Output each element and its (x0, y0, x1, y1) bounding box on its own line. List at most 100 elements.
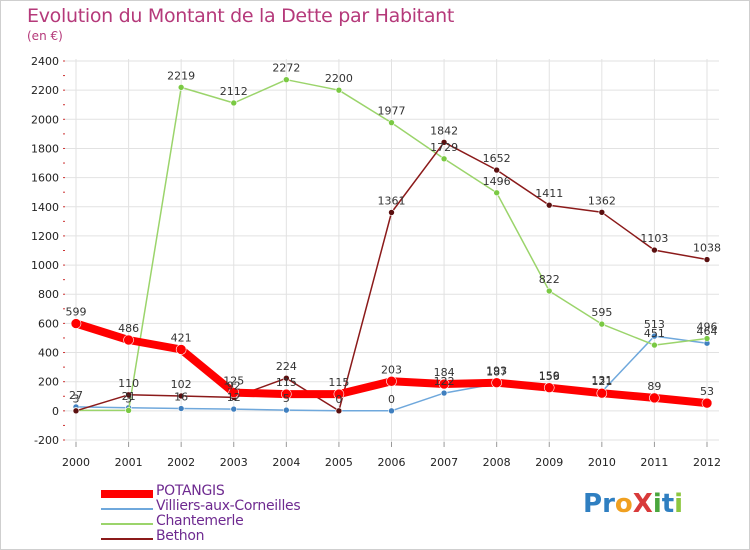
data-point (651, 332, 658, 340)
data-point (125, 391, 132, 399)
data-point (283, 76, 290, 83)
legend-swatch (101, 538, 153, 540)
data-label: 1361 (378, 194, 406, 207)
x-tick-label: 2004 (272, 456, 300, 469)
data-point (335, 86, 343, 94)
data-label: 115 (276, 376, 297, 389)
y-tick-label: 2200 (31, 84, 59, 97)
chart-unit: (en €) (27, 29, 63, 43)
data-label: 1652 (483, 152, 511, 165)
data-label: 1729 (430, 141, 458, 154)
data-label: 156 (539, 370, 560, 383)
data-point (72, 407, 80, 415)
data-point (230, 405, 238, 413)
data-label: 5 (283, 392, 290, 405)
data-point (335, 407, 343, 415)
data-point (388, 119, 395, 126)
y-tick-label: 400 (38, 347, 59, 360)
data-label: 1103 (640, 232, 668, 245)
data-label: 203 (381, 363, 402, 376)
data-label: 187 (486, 366, 507, 379)
y-tick-label: 1200 (31, 230, 59, 243)
data-label: 224 (276, 360, 297, 373)
data-label: 2112 (220, 85, 248, 98)
legend-swatch (101, 508, 153, 510)
data-label: 193 (486, 365, 507, 378)
data-point (543, 382, 555, 393)
data-label: 3 (125, 392, 132, 405)
data-point (701, 397, 713, 409)
data-point (651, 246, 658, 254)
data-label: 53 (700, 385, 714, 398)
logo-letter: r (602, 489, 615, 519)
y-tick-label: 1000 (31, 259, 59, 272)
data-point (598, 209, 606, 216)
data-point (651, 341, 658, 349)
legend-label: POTANGIS (156, 483, 225, 499)
data-label: 92 (227, 379, 241, 392)
data-label: 89 (647, 380, 661, 393)
logo-letter: t (661, 489, 675, 519)
legend-swatch (101, 523, 153, 525)
x-tick-label: 2003 (220, 456, 248, 469)
data-point (703, 256, 711, 263)
data-label: 184 (434, 366, 455, 379)
y-tick-label: 600 (38, 317, 59, 330)
data-label: 0 (335, 393, 342, 406)
proxiti-logo: ProXiti (583, 489, 683, 519)
data-label: 2219 (167, 69, 195, 82)
data-label: 21 (122, 390, 136, 403)
data-point (438, 378, 450, 390)
x-tick-label: 2008 (483, 456, 511, 469)
legend-label: Chantemerle (156, 513, 244, 529)
y-tick-label: 800 (38, 288, 59, 301)
data-label: 595 (591, 306, 612, 319)
data-label: 12 (227, 391, 241, 404)
data-label: 451 (644, 327, 665, 340)
y-tick-label: 1400 (31, 201, 59, 214)
data-label: 16 (174, 391, 188, 404)
data-point (493, 189, 500, 197)
data-point (123, 334, 134, 346)
data-label: 110 (118, 377, 139, 390)
data-point (388, 209, 395, 216)
data-point (440, 139, 448, 146)
x-tick-label: 2012 (693, 456, 721, 469)
data-label: 131 (591, 374, 612, 387)
y-tick-label: 2400 (31, 55, 59, 68)
legend-swatch (101, 490, 153, 498)
data-label: 1842 (430, 124, 458, 137)
data-point (177, 84, 185, 91)
data-label: 464 (697, 325, 718, 338)
chart-title: Evolution du Montant de la Dette par Hab… (27, 5, 455, 27)
logo-letter: P (583, 489, 603, 519)
logo-letter: o (614, 489, 633, 519)
data-point (440, 155, 448, 163)
data-point (70, 318, 82, 329)
y-tick-label: 200 (38, 376, 59, 389)
data-point (388, 407, 395, 415)
data-label: 2200 (325, 72, 353, 85)
data-point (283, 374, 290, 382)
data-label: 822 (539, 273, 560, 286)
data-point (283, 406, 290, 414)
x-tick-label: 2000 (62, 456, 90, 469)
x-tick-label: 2009 (535, 456, 563, 469)
data-point (596, 387, 608, 399)
y-tick-label: 1800 (31, 142, 59, 155)
data-point (175, 344, 187, 355)
data-label: 599 (66, 306, 87, 319)
logo-letter: X (632, 489, 653, 519)
data-point (545, 201, 553, 209)
y-tick-label: 2000 (31, 113, 59, 126)
data-point (493, 166, 500, 174)
data-point (230, 99, 238, 107)
data-point (333, 388, 345, 400)
x-tick-label: 2010 (588, 456, 616, 469)
data-point (177, 405, 185, 412)
data-label: 513 (644, 318, 665, 331)
data-label: 486 (118, 322, 139, 335)
y-tick-label: -200 (34, 434, 59, 447)
